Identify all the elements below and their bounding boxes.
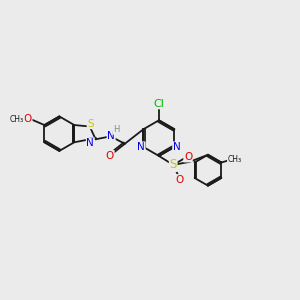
Text: N: N — [86, 138, 94, 148]
Text: S: S — [169, 158, 177, 171]
Text: CH₃: CH₃ — [10, 115, 24, 124]
Text: N: N — [137, 142, 145, 152]
Text: O: O — [24, 114, 32, 124]
Text: CH₃: CH₃ — [227, 155, 242, 164]
Text: H: H — [113, 125, 119, 134]
Text: O: O — [106, 151, 114, 160]
Text: O: O — [184, 152, 192, 162]
Text: Cl: Cl — [154, 99, 164, 109]
Text: N: N — [107, 131, 115, 141]
Text: S: S — [87, 118, 94, 128]
Text: O: O — [175, 175, 183, 185]
Text: N: N — [173, 142, 181, 152]
